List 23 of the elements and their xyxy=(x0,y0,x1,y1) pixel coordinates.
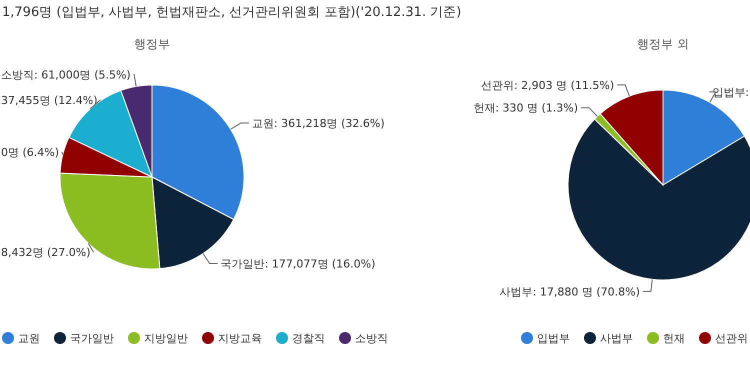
data-label: 선관위: 2,903 명 (11.5%) xyxy=(480,78,614,92)
legend-label: 경찰직 xyxy=(292,332,325,345)
data-label: 헌재: 330 명 (1.3%) xyxy=(473,102,578,115)
chart-title: 1,796명 (입법부, 사법부, 헌법재판소, 선거관리위원회 포함)('20.12.31. 기준) xyxy=(2,5,462,20)
legend-label: 교원 xyxy=(18,332,40,345)
legend-label: 사법부 xyxy=(600,332,633,345)
data-label: 입법부: xyxy=(712,86,749,99)
chart-subtitle: 행정부 외 xyxy=(637,37,689,51)
data-label: 소방직: 61,000명 (5.5%) xyxy=(1,68,131,82)
data-label: 교원: 361,218명 (32.6%) xyxy=(252,117,385,130)
legend-label: 선관위 xyxy=(715,332,748,345)
legend-label: 국가일반 xyxy=(70,332,114,345)
data-label: 국가일반: 177,077명 (16.0%) xyxy=(220,258,376,271)
legend-label: 지방일반 xyxy=(144,332,188,345)
data-label: 37,455명 (12.4%) xyxy=(1,94,98,107)
data-label: 사법부: 17,880 명 (70.8%) xyxy=(500,285,640,298)
legend-label: 입법부 xyxy=(537,332,570,345)
legend-label: 헌재 xyxy=(663,332,685,345)
data-label: 8,432명 (27.0%) xyxy=(1,246,91,260)
data-label: 0명 (6.4%) xyxy=(1,146,60,159)
legend-label: 소방직 xyxy=(355,332,388,345)
legend-label: 지방교육 xyxy=(218,332,262,345)
chart-subtitle: 행정부 xyxy=(134,37,170,51)
